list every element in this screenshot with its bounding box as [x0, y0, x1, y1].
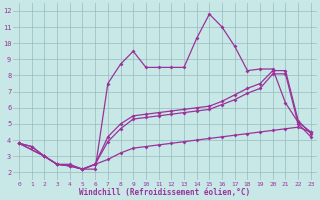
X-axis label: Windchill (Refroidissement éolien,°C): Windchill (Refroidissement éolien,°C)	[79, 188, 251, 197]
